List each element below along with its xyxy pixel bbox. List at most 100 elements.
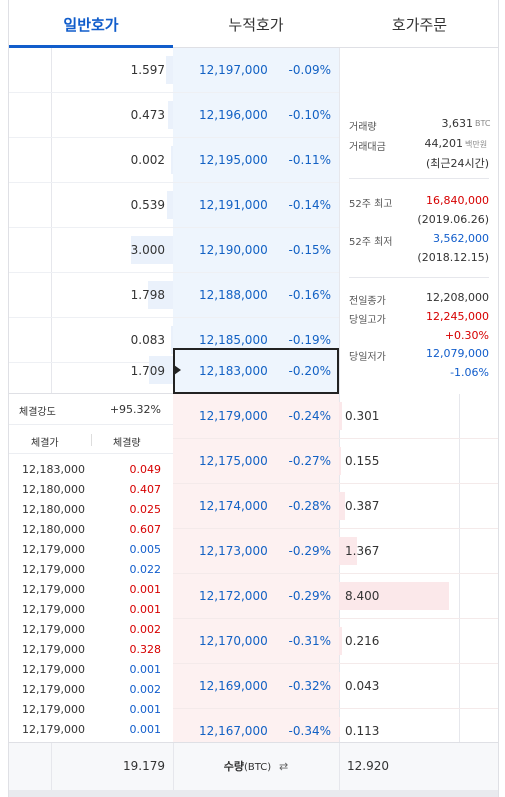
bid-total-qty: 12.920 [347,759,389,773]
bid-qty-bar [339,627,342,655]
ask-rate: -0.19% [288,333,331,347]
divider [51,743,52,791]
amount-unit: 백만원 [465,140,488,149]
ask-qty-cell: 0.002 [51,138,173,182]
volume-label: 거래량 [349,122,377,133]
trade-price: 12,179,000 [22,703,85,716]
trade-volume: 0.328 [129,643,162,656]
bid-row[interactable]: 12,173,000 -0.29% 1.367 [173,529,498,574]
divider [339,48,340,742]
bid-price-cell[interactable]: 12,174,000 -0.28% [173,484,339,528]
footer-label: 수량 [223,760,245,773]
bid-qty-bar [339,447,341,475]
bid-price-cell[interactable]: 12,175,000 -0.27% [173,439,339,483]
ask-row[interactable]: 1.798 12,188,000 -0.16% [9,273,339,318]
ask-total-qty: 19.179 [123,759,165,773]
ask-price: 12,190,000 [199,243,268,257]
current-price-row[interactable]: 12,183,000 -0.20% [173,348,339,394]
high52-date: (2019.06.26) [417,213,489,226]
bid-price-cell[interactable]: 12,172,000 -0.29% [173,574,339,618]
ask-price-cell[interactable]: 12,188,000 -0.16% [173,273,339,317]
ask-qty-bar [148,281,173,309]
bid-row[interactable]: 12,175,000 -0.27% 0.155 [173,439,498,484]
trade-row: 12,179,000 0.001 [9,700,173,720]
trade-price: 12,179,000 [22,623,85,636]
bid-price: 12,167,000 [199,724,268,738]
bid-qty-bar [339,537,357,565]
bid-price-cell[interactable]: 12,173,000 -0.29% [173,529,339,573]
qty-toggle[interactable]: 수량(BTC) ⇄ [173,743,339,791]
ask-qty-cell: 3.000 [51,228,173,272]
prev-close-label: 전일종가 [349,296,386,307]
ask-row[interactable]: 1.597 12,197,000 -0.09% [9,48,339,93]
amount-note: (최근24시간) [425,157,489,170]
trade-price: 12,183,000 [22,463,85,476]
volume-unit: BTC [475,119,491,128]
tab-general-orderbook[interactable]: 일반호가 [9,0,173,48]
bid-price-cell[interactable]: 12,179,000 -0.24% [173,394,339,438]
ask-price-cell[interactable]: 12,190,000 -0.15% [173,228,339,272]
trade-row: 12,180,000 0.607 [9,520,173,540]
trade-price: 12,179,000 [22,583,85,596]
bid-price-cell[interactable]: 12,170,000 -0.31% [173,619,339,663]
amount-value: 44,201 [424,137,464,150]
ask-row[interactable]: 0.002 12,195,000 -0.11% [9,138,339,183]
ask-qty-cell: 1.597 [51,48,173,92]
ask-row[interactable]: 3.000 12,190,000 -0.15% [9,228,339,273]
bid-price-cell[interactable]: 12,169,000 -0.32% [173,664,339,708]
strength-value: +95.32% [109,403,161,416]
ask-rate: -0.14% [288,198,331,212]
day-high-rate: +0.30% [444,329,489,342]
bid-row[interactable]: 12,174,000 -0.28% 0.387 [173,484,498,529]
ask-price-cell[interactable]: 12,191,000 -0.14% [173,183,339,227]
ask-price: 12,191,000 [199,198,268,212]
ask-price-cell[interactable]: 12,197,000 -0.09% [173,48,339,92]
ask-price-cell[interactable]: 12,196,000 -0.10% [173,93,339,137]
bid-row[interactable]: 12,169,000 -0.32% 0.043 [173,664,498,709]
trade-row: 12,179,000 0.005 [9,540,173,560]
bid-rate: -0.32% [288,679,331,693]
trade-row: 12,179,000 0.022 [9,560,173,580]
low52-date: (2018.12.15) [417,251,489,264]
ask-rate: -0.11% [288,153,331,167]
tab-orderbook-order[interactable]: 호가주문 [391,16,448,34]
trade-price: 12,180,000 [22,523,85,536]
trade-row: 12,180,000 0.025 [9,500,173,520]
trade-volume: 0.022 [129,563,162,576]
current-price-pointer-icon [174,365,181,375]
bid-row[interactable]: 12,167,000 -0.34% 0.113 [173,709,498,742]
ask-qty-cell: 1.798 [51,273,173,317]
bid-rate: -0.24% [288,409,331,423]
bid-row[interactable]: 12,172,000 -0.29% 8.400 [173,574,498,619]
trade-price: 12,179,000 [22,663,85,676]
ask-price: 12,195,000 [199,153,268,167]
bid-row[interactable]: 12,179,000 -0.24% 0.301 [173,394,498,439]
trade-row: 12,179,000 0.001 [9,600,173,620]
bid-rate: -0.29% [288,544,331,558]
tab-cumulative-orderbook[interactable]: 누적호가 [228,16,284,34]
amount-label: 거래대금 [349,142,386,153]
ask-row[interactable]: 0.473 12,196,000 -0.10% [9,93,339,138]
ask-price: 12,196,000 [199,108,268,122]
ask-row[interactable]: 0.539 12,191,000 -0.14% [9,183,339,228]
ask-qty-bar [167,191,173,219]
bid-qty: 0.043 [345,679,380,693]
trade-price: 12,180,000 [22,503,85,516]
bid-price-cell[interactable]: 12,167,000 -0.34% [173,709,339,742]
trade-volume: 0.001 [129,603,162,616]
swap-icon[interactable]: ⇄ [279,760,289,773]
trade-volume: 0.049 [129,463,162,476]
bid-qty: 0.387 [345,499,380,513]
ask-price-cell[interactable]: 12,195,000 -0.11% [173,138,339,182]
bid-rate: -0.27% [288,454,331,468]
bid-row[interactable]: 12,170,000 -0.31% 0.216 [173,619,498,664]
ask-row[interactable]: 1.709 [9,348,339,394]
bid-price: 12,174,000 [199,499,268,513]
divider [173,743,174,791]
orderbook-panel: 일반호가 누적호가 호가주문 1.597 12,197,000 -0.09% 0… [8,0,499,797]
bid-price: 12,172,000 [199,589,268,603]
ask-rate: -0.16% [288,288,331,302]
ask-rate: -0.15% [288,243,331,257]
ask-qty: 0.539 [130,198,165,212]
trade-volume: 0.002 [129,623,162,636]
